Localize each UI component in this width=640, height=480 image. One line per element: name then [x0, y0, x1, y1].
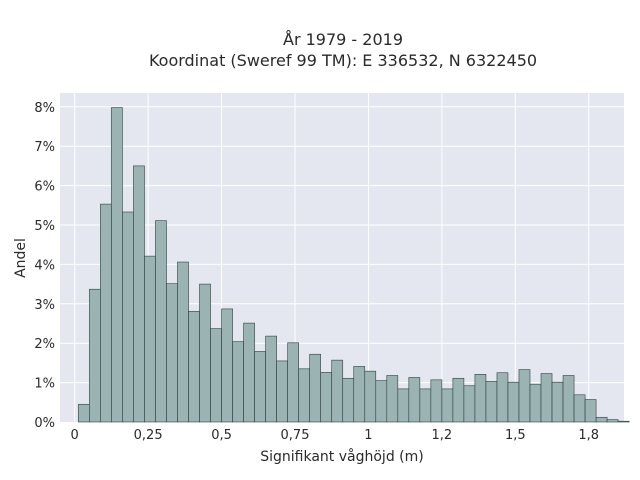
histogram-bar [463, 385, 476, 423]
x-tick-label: 1,8 [578, 428, 599, 443]
histogram-bar [617, 420, 630, 423]
y-tick-label: 0% [34, 416, 55, 431]
histogram-bar [364, 370, 377, 423]
histogram-bar [166, 283, 178, 423]
y-tick-label: 2% [34, 337, 55, 352]
y-tick-label: 4% [34, 258, 55, 273]
histogram-bar [430, 379, 443, 423]
histogram-bar [111, 107, 123, 423]
x-axis-ticks: 0 0,25 0,5 0,75 1 1,2 1,5 1,8 [71, 428, 600, 443]
y-tick-label: 3% [34, 298, 55, 313]
y-tick-label: 7% [34, 140, 55, 155]
y-axis-ticks: 0% 1% 2% 3% 4% 5% 6% 7% 8% [34, 101, 55, 431]
histogram-bar [243, 322, 255, 423]
histogram-bar [408, 377, 421, 423]
histogram-bar [265, 335, 277, 423]
histogram-bar [177, 261, 189, 423]
x-tick-label: 0 [71, 428, 79, 443]
histogram-bar [210, 328, 222, 423]
histogram-bar [320, 372, 333, 423]
chart-title-line-1: År 1979 - 2019 [283, 30, 403, 49]
x-tick-label: 1 [364, 428, 372, 443]
histogram-bar [386, 375, 399, 423]
y-tick-label: 1% [34, 377, 55, 392]
histogram-bar [573, 394, 586, 423]
histogram-bar [518, 369, 531, 423]
histogram-bar [584, 399, 597, 423]
histogram-bar [309, 353, 322, 423]
histogram-bar [540, 373, 553, 423]
histogram-bar [551, 381, 564, 423]
histogram-bar [529, 383, 542, 423]
histogram-bar [595, 416, 608, 423]
y-tick-label: 5% [34, 219, 55, 234]
histogram-bar [199, 283, 211, 423]
histogram-bar [496, 372, 509, 423]
y-axis-label: Andel [13, 238, 29, 278]
histogram-bar [221, 308, 233, 423]
histogram-bar [254, 351, 266, 423]
histogram-bar [606, 419, 619, 423]
histogram-bar [375, 380, 388, 423]
histogram-bar [155, 220, 167, 423]
histogram-bar [353, 366, 366, 423]
y-tick-label: 8% [34, 101, 55, 116]
histogram-bar [122, 211, 134, 423]
histogram-bar [441, 388, 454, 423]
histogram-bar [331, 359, 344, 423]
histogram-bar [419, 388, 432, 423]
histogram-bar [232, 341, 244, 423]
histogram-bars [78, 107, 630, 423]
histogram-bar [474, 374, 487, 423]
histogram-bar [342, 377, 355, 423]
histogram-bar [452, 377, 465, 423]
histogram-bar [276, 360, 288, 423]
histogram-bar [298, 368, 310, 423]
x-tick-label: 1,5 [505, 428, 526, 443]
x-axis-label: Signifikant våghöjd (m) [260, 448, 423, 465]
chart-title-line-2: Koordinat (Sweref 99 TM): E 336532, N 63… [149, 51, 537, 70]
x-tick-label: 0,25 [134, 428, 163, 443]
histogram-bar [188, 310, 200, 423]
histogram-bar [133, 165, 145, 423]
histogram-bar [562, 375, 575, 423]
histogram-bar [287, 342, 299, 423]
histogram-bar [485, 381, 498, 423]
histogram-bar [78, 403, 90, 423]
histogram-bar [507, 381, 520, 423]
histogram-bar [89, 288, 101, 423]
x-tick-label: 0,75 [281, 428, 310, 443]
y-tick-label: 6% [34, 180, 55, 195]
histogram-bar [144, 255, 156, 423]
histogram-bar [397, 388, 410, 423]
histogram-bar [100, 203, 112, 423]
x-tick-label: 1,2 [432, 428, 453, 443]
x-tick-label: 0,5 [211, 428, 232, 443]
